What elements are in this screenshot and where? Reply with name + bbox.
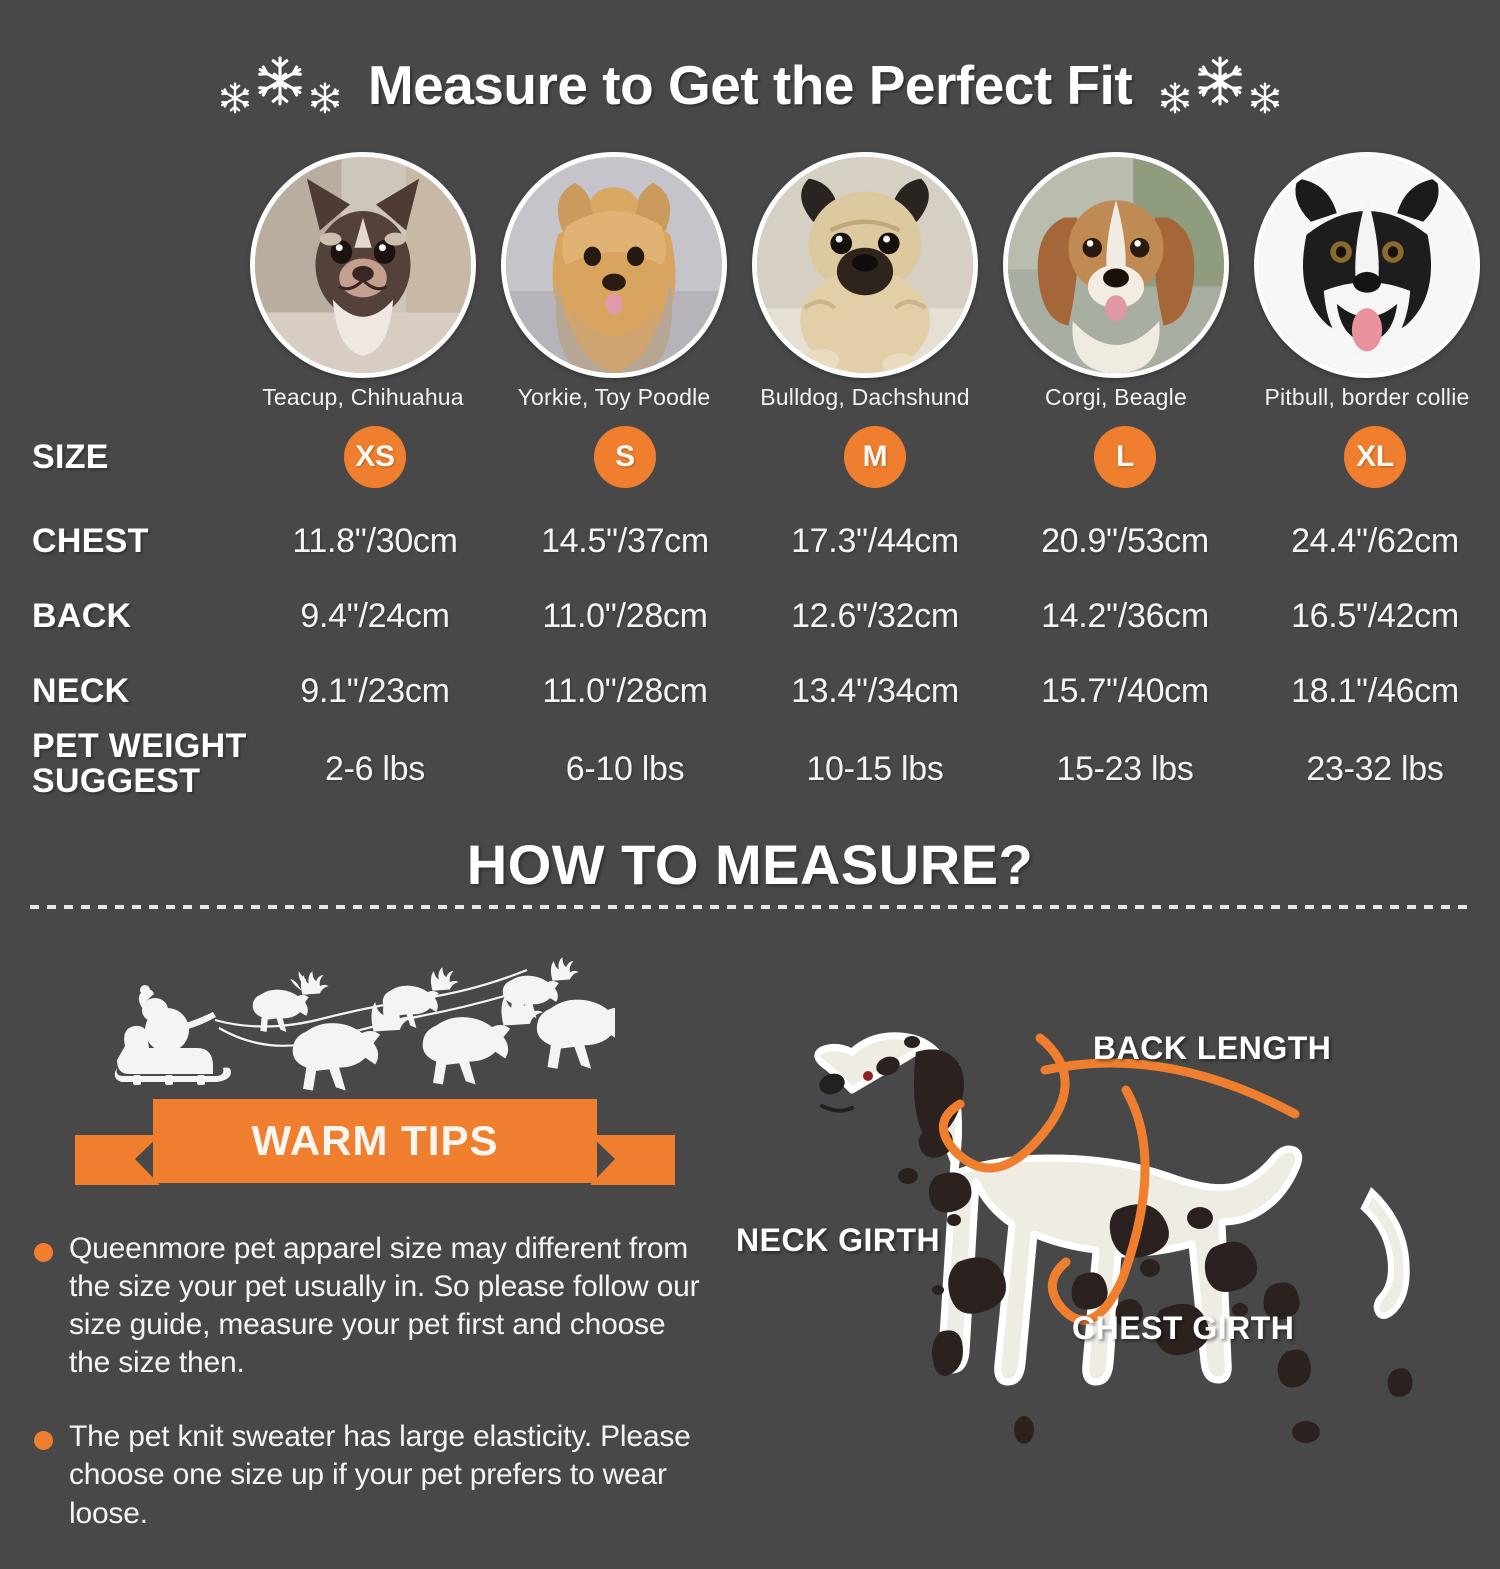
row-label-back: BACK [0,579,250,654]
warm-tips-label: WARM TIPS [65,1117,685,1165]
page-title: Measure to Get the Perfect Fit [368,53,1132,117]
page-header: Measure to Get the Perfect Fit [0,40,1500,130]
breed-label: Bulldog, Dachshund [724,384,1006,411]
breed-label: Yorkie, Toy Poodle [473,384,755,411]
size-cell: XL [1250,412,1500,502]
border-collie-photo [1254,152,1480,378]
table-row-size: SIZE XS S M L XL [0,412,1500,502]
yorkie-photo [501,152,727,378]
chest-girth-label: CHEST GIRTH [1072,1310,1294,1347]
snowflake-icon [1158,55,1282,115]
tip-text: Queenmore pet apparel size may different… [69,1230,714,1382]
size-badge: XS [344,426,406,488]
weight-cell: 23-32 lbs [1250,729,1500,809]
chest-cell: 14.5"/37cm [500,504,750,579]
weight-cell: 6-10 lbs [500,729,750,809]
table-row-chest: CHEST 11.8"/30cm 14.5"/37cm 17.3"/44cm 2… [0,504,1500,579]
size-cell: S [500,412,750,502]
list-item: The pet knit sweater has large elasticit… [34,1418,714,1532]
santa-sleigh-reindeer-icon [95,928,615,1093]
neck-cell: 15.7"/40cm [1000,654,1250,729]
size-cell: XS [250,412,500,502]
row-label-size: SIZE [0,412,250,502]
weight-cell: 15-23 lbs [1000,729,1250,809]
size-cell: M [750,412,1000,502]
bullet-dot-icon [34,1431,53,1450]
breed-cell-m: Bulldog, Dachshund [752,152,978,378]
weight-cell: 10-15 lbs [750,729,1000,809]
chest-cell: 17.3"/44cm [750,504,1000,579]
back-cell: 14.2"/36cm [1000,579,1250,654]
breed-cell-xl: Pitbull, border collie [1254,152,1480,378]
chest-cell: 11.8"/30cm [250,504,500,579]
table-row-pet-weight: PET WEIGHT SUGGEST 2-6 lbs 6-10 lbs 10-1… [0,729,1500,809]
chest-cell: 24.4"/62cm [1250,504,1500,579]
breed-label: Pitbull, border collie [1226,384,1500,411]
chihuahua-photo [250,152,476,378]
back-cell: 11.0"/28cm [500,579,750,654]
breed-cell-s: Yorkie, Toy Poodle [501,152,727,378]
bullet-dot-icon [34,1243,53,1262]
snowflake-icon [218,55,342,115]
beagle-photo [1003,152,1229,378]
size-badge: M [844,426,906,488]
section-divider [30,905,1470,909]
breed-label: Corgi, Beagle [975,384,1257,411]
weight-cell: 2-6 lbs [250,729,500,809]
size-badge: S [594,426,656,488]
neck-cell: 18.1"/46cm [1250,654,1500,729]
pug-photo [752,152,978,378]
row-label-neck: NECK [0,654,250,729]
table-row-neck: NECK 9.1"/23cm 11.0"/28cm 13.4"/34cm 15.… [0,654,1500,729]
back-length-label: BACK LENGTH [1093,1030,1331,1067]
table-row-back: BACK 9.4"/24cm 11.0"/28cm 12.6"/32cm 14.… [0,579,1500,654]
row-label-line1: PET WEIGHT [32,729,247,764]
neck-girth-label: NECK GIRTH [736,1222,940,1259]
breed-cell-xs: Teacup, Chihuahua [250,152,476,378]
back-cell: 12.6"/32cm [750,579,1000,654]
neck-cell: 11.0"/28cm [500,654,750,729]
breed-label: Teacup, Chihuahua [222,384,504,411]
size-cell: L [1000,412,1250,502]
tip-text: The pet knit sweater has large elasticit… [69,1418,714,1532]
row-label-line2: SUGGEST [32,764,200,799]
row-label-chest: CHEST [0,504,250,579]
chest-cell: 20.9"/53cm [1000,504,1250,579]
size-badge: XL [1344,426,1406,488]
row-label-pet-weight: PET WEIGHT SUGGEST [0,729,250,809]
warm-tips-list: Queenmore pet apparel size may different… [34,1230,714,1569]
how-to-measure-heading: HOW TO MEASURE? [0,832,1500,897]
back-cell: 9.4"/24cm [250,579,500,654]
neck-cell: 13.4"/34cm [750,654,1000,729]
size-badge: L [1094,426,1156,488]
list-item: Queenmore pet apparel size may different… [34,1230,714,1382]
breed-cell-l: Corgi, Beagle [1003,152,1229,378]
warm-tips-banner: WARM TIPS [65,1093,685,1213]
neck-cell: 9.1"/23cm [250,654,500,729]
breed-photo-row: Teacup, Chihuahua Yorkie, Toy Poodle [250,152,1480,380]
back-cell: 16.5"/42cm [1250,579,1500,654]
